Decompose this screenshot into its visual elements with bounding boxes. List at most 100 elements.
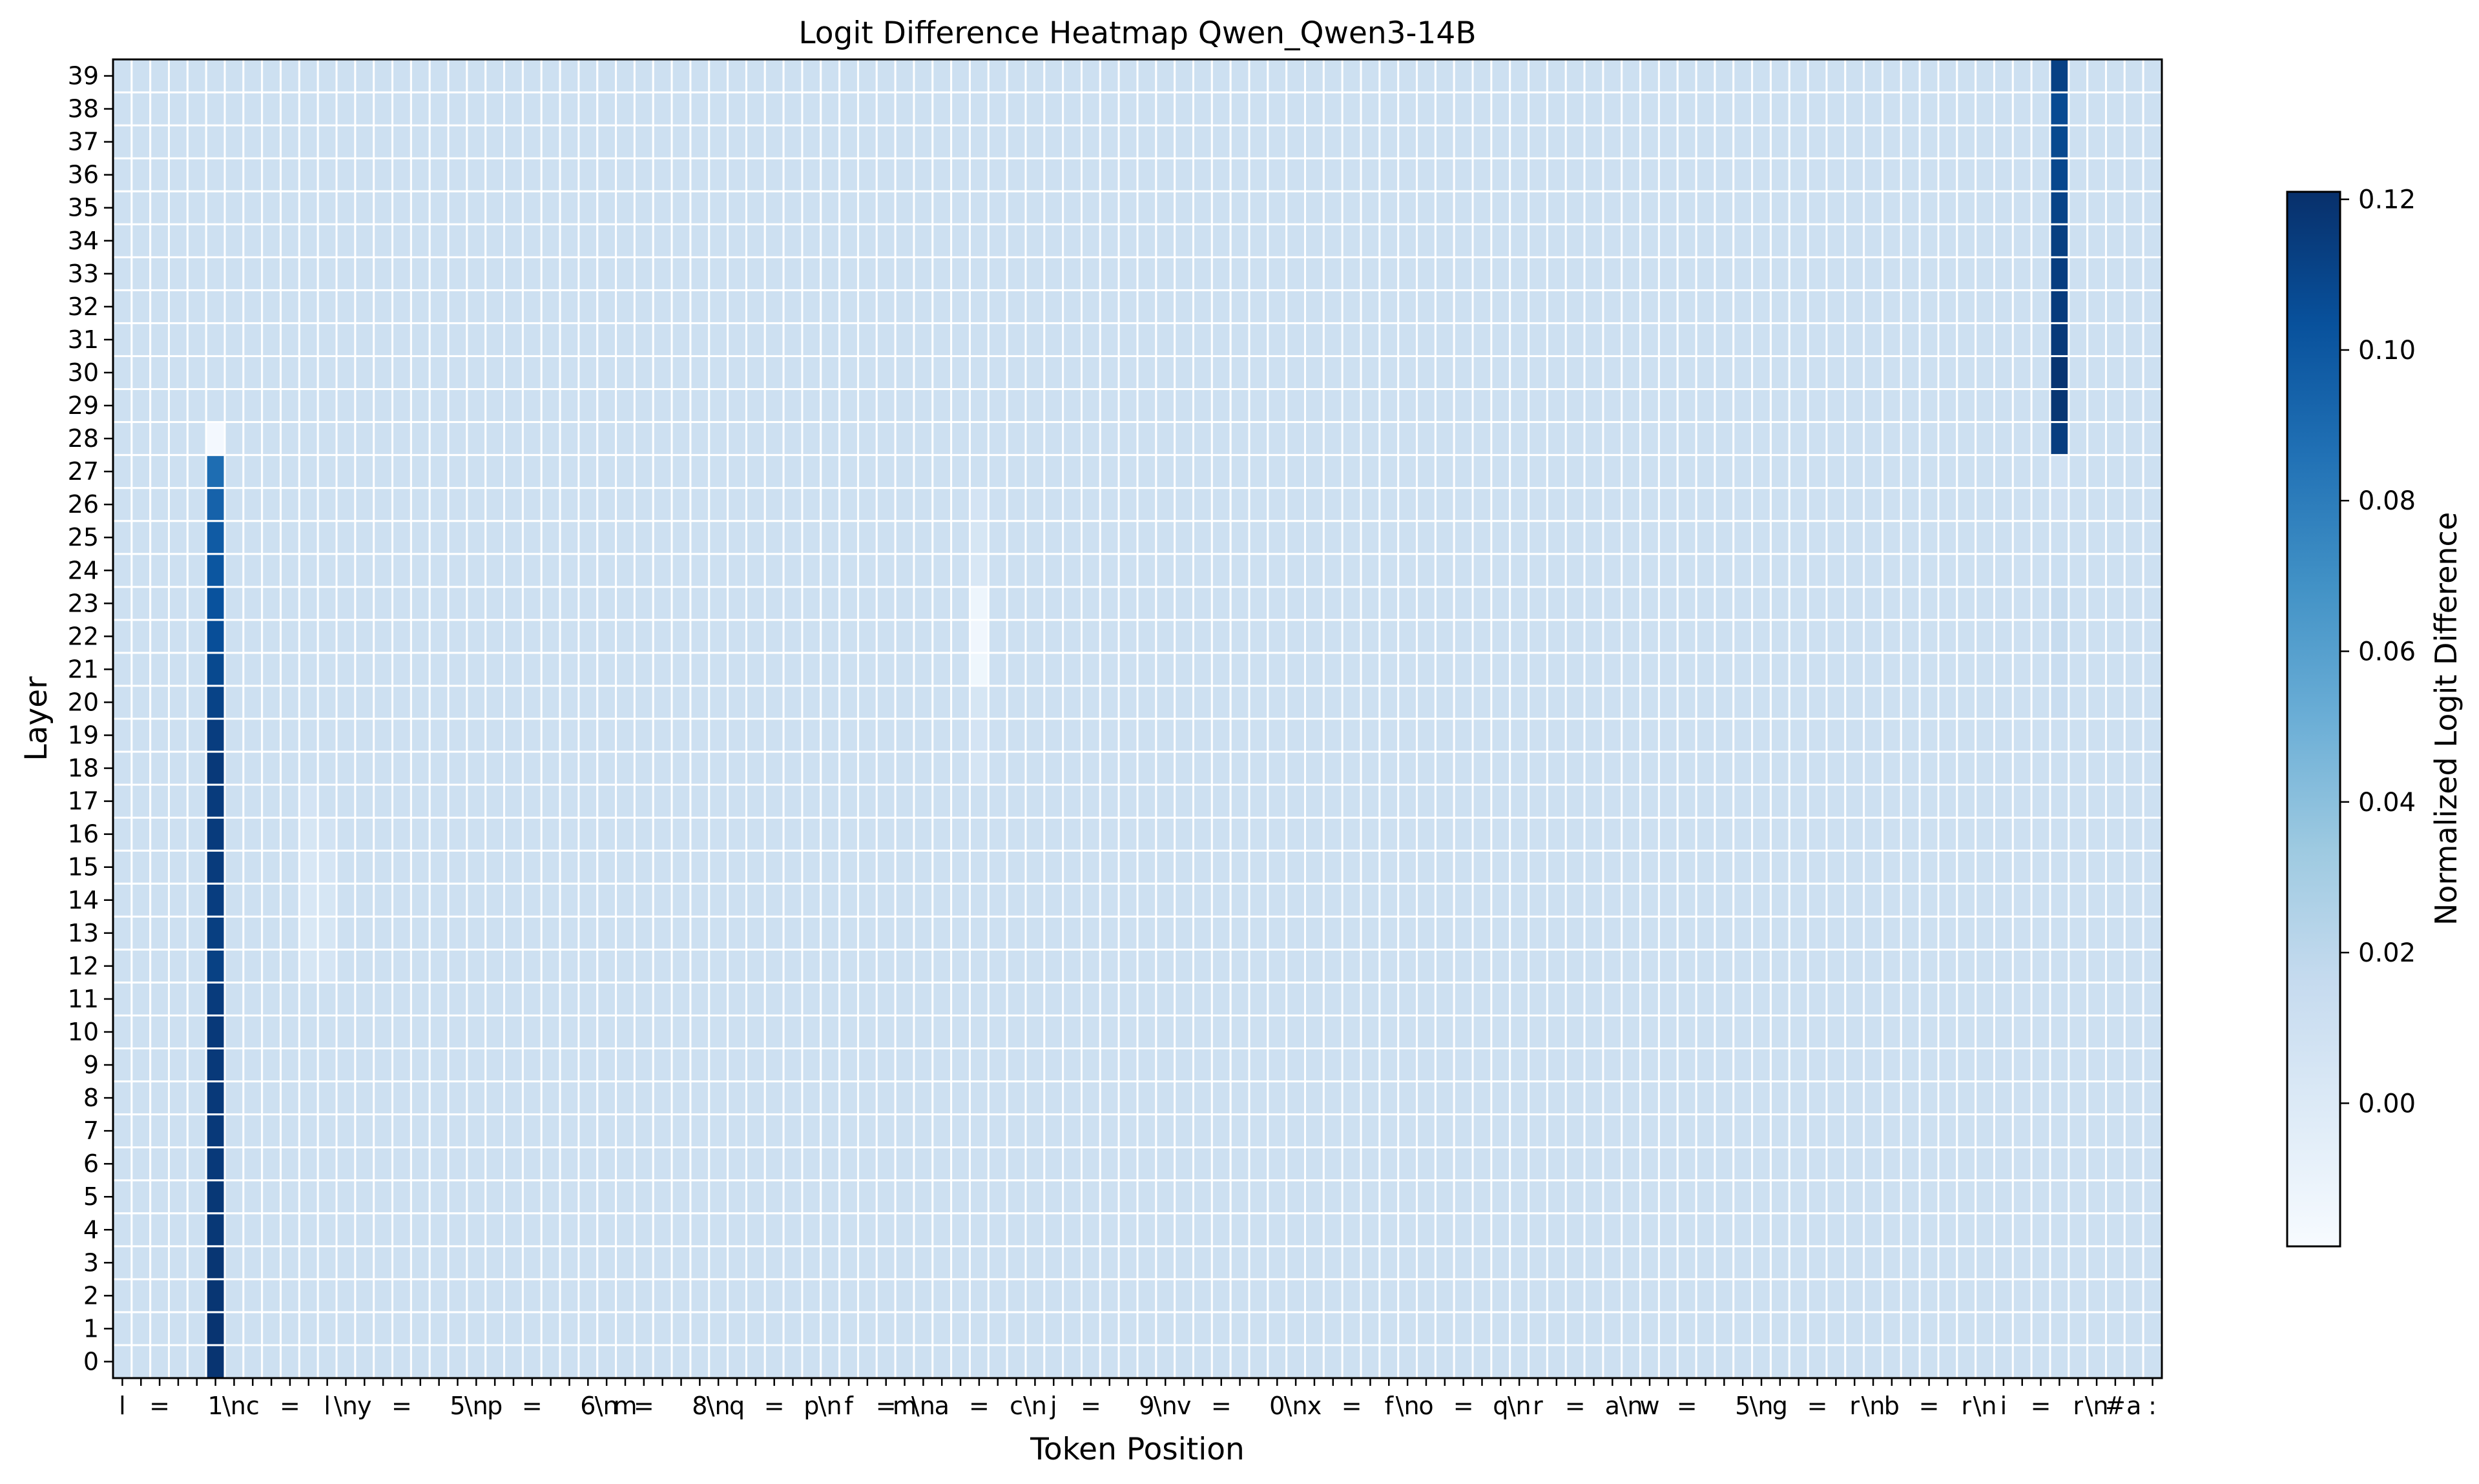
heatmap-cell bbox=[1769, 388, 1790, 424]
heatmap-cell bbox=[1024, 388, 1046, 424]
heatmap-cell bbox=[1024, 619, 1046, 654]
heatmap-cell bbox=[1304, 1311, 1325, 1346]
heatmap-cell bbox=[652, 586, 673, 621]
heatmap-cell bbox=[316, 289, 338, 324]
heatmap-cell bbox=[1564, 223, 1586, 258]
heatmap-cell bbox=[968, 157, 990, 192]
heatmap-cell bbox=[540, 1245, 561, 1281]
heatmap-cell bbox=[540, 1311, 561, 1346]
heatmap-cell bbox=[1099, 322, 1120, 357]
heatmap-cell bbox=[1509, 1311, 1530, 1346]
heatmap-cell bbox=[1975, 355, 1995, 391]
x-tick-label: v bbox=[1177, 1392, 1192, 1420]
heatmap-cell bbox=[1397, 915, 1418, 951]
heatmap-cell bbox=[2142, 454, 2163, 490]
heatmap-cell bbox=[633, 948, 654, 984]
heatmap-cell bbox=[931, 882, 953, 918]
heatmap-cell bbox=[205, 586, 226, 621]
heatmap-cell bbox=[1956, 190, 1977, 225]
heatmap-cell bbox=[466, 289, 487, 324]
heatmap-cell bbox=[1416, 256, 1437, 291]
heatmap-cell bbox=[373, 948, 394, 984]
heatmap-cell bbox=[205, 1014, 226, 1049]
heatmap-cell bbox=[950, 1047, 971, 1083]
heatmap-cell bbox=[987, 981, 1008, 1016]
heatmap-cell bbox=[540, 915, 561, 951]
heatmap-cell bbox=[1006, 388, 1027, 424]
heatmap-cell bbox=[2049, 882, 2070, 918]
heatmap-cell bbox=[1621, 981, 1642, 1016]
heatmap-cell bbox=[801, 1014, 822, 1049]
colorbar-tick-label: 0.08 bbox=[2358, 486, 2416, 516]
heatmap-cell bbox=[1006, 223, 1027, 258]
heatmap-cell bbox=[428, 1311, 450, 1346]
heatmap-cell bbox=[1918, 157, 1940, 192]
heatmap-cell bbox=[298, 882, 319, 918]
heatmap-cell bbox=[987, 91, 1008, 127]
heatmap-cell bbox=[1304, 1245, 1325, 1281]
heatmap-cell bbox=[1509, 882, 1530, 918]
heatmap-cell bbox=[1248, 289, 1269, 324]
heatmap-cell bbox=[1714, 1047, 1735, 1083]
heatmap-cell bbox=[130, 882, 152, 918]
heatmap-cell bbox=[1304, 1014, 1325, 1049]
heatmap-cell bbox=[856, 1014, 878, 1049]
heatmap-cell bbox=[1732, 256, 1754, 291]
heatmap-cell bbox=[708, 256, 729, 291]
colorbar-ticks: 0.000.020.040.060.080.100.12 bbox=[2340, 185, 2416, 1118]
heatmap-cell bbox=[1900, 1245, 1921, 1281]
heatmap-cell bbox=[950, 1113, 971, 1149]
heatmap-cell bbox=[1751, 1344, 1772, 1379]
heatmap-cell bbox=[727, 91, 747, 127]
heatmap-cell bbox=[633, 915, 654, 951]
heatmap-cell bbox=[1993, 849, 2014, 885]
heatmap-cell bbox=[801, 124, 822, 160]
heatmap-cell bbox=[1360, 1212, 1381, 1248]
heatmap-cell bbox=[1657, 487, 1679, 522]
heatmap-cell bbox=[745, 553, 766, 588]
heatmap-cell bbox=[1788, 388, 1809, 424]
heatmap-cell bbox=[1769, 1014, 1790, 1049]
heatmap-cell bbox=[1564, 1047, 1586, 1083]
heatmap-cell bbox=[913, 124, 934, 160]
heatmap-cell bbox=[1807, 948, 1828, 984]
heatmap-cell bbox=[2086, 915, 2107, 951]
heatmap-cell bbox=[2086, 652, 2107, 687]
heatmap-cell bbox=[373, 619, 394, 654]
heatmap-cell bbox=[1378, 58, 1400, 94]
heatmap-cell bbox=[1062, 1179, 1083, 1215]
heatmap-cell bbox=[1602, 454, 1623, 490]
heatmap-cell bbox=[1657, 948, 1679, 984]
heatmap-cell bbox=[1881, 58, 1902, 94]
heatmap-cell bbox=[2142, 1113, 2163, 1149]
heatmap-cell bbox=[1695, 1278, 1716, 1314]
heatmap-cell bbox=[2049, 1212, 2070, 1248]
heatmap-cell bbox=[354, 685, 375, 720]
heatmap-cell bbox=[1639, 619, 1660, 654]
heatmap-cell bbox=[782, 289, 804, 324]
heatmap-cell bbox=[1714, 586, 1735, 621]
heatmap-cell bbox=[968, 619, 990, 654]
heatmap-cell bbox=[1769, 289, 1790, 324]
x-tick-label: = bbox=[1342, 1392, 1362, 1420]
heatmap-cell bbox=[1322, 981, 1343, 1016]
heatmap-cell bbox=[1192, 948, 1213, 984]
heatmap-cell bbox=[1285, 91, 1307, 127]
heatmap-cell bbox=[2142, 586, 2163, 621]
heatmap-cell bbox=[1155, 1047, 1176, 1083]
heatmap-cell bbox=[2030, 157, 2051, 192]
heatmap-cell bbox=[1863, 1113, 1883, 1149]
heatmap-cell bbox=[1825, 1014, 1847, 1049]
heatmap-cell bbox=[298, 717, 319, 753]
heatmap-cell bbox=[968, 1080, 990, 1116]
heatmap-cell bbox=[782, 454, 804, 490]
heatmap-cell bbox=[968, 322, 990, 357]
heatmap-cell bbox=[652, 91, 673, 127]
heatmap-cell bbox=[894, 948, 915, 984]
heatmap-cell bbox=[1732, 487, 1754, 522]
heatmap-cell bbox=[763, 454, 785, 490]
heatmap-cell bbox=[708, 948, 729, 984]
heatmap-cell bbox=[1993, 454, 2014, 490]
heatmap-cell bbox=[1341, 487, 1362, 522]
heatmap-cell bbox=[2030, 256, 2051, 291]
